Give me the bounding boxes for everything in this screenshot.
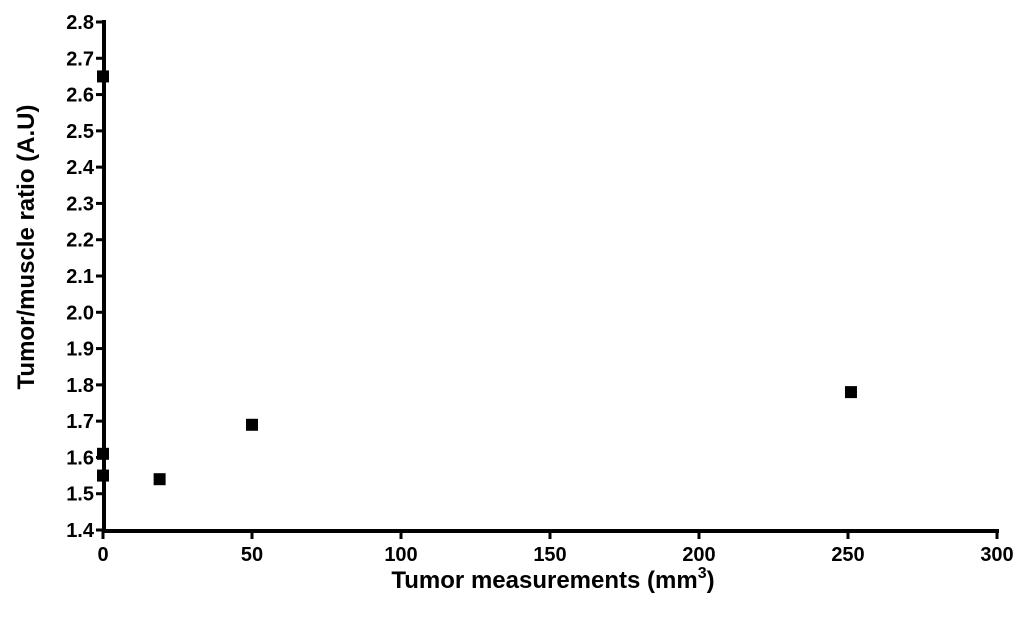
data-point	[246, 418, 258, 431]
data-points	[97, 70, 857, 486]
x-axis-title: Tumor measurements (mm3)	[391, 565, 714, 594]
y-tick-label: 1.8	[66, 375, 94, 397]
y-tick-label: 2.3	[66, 193, 94, 215]
x-axis-ticks: 0 50 100 150 200 250 300	[97, 531, 1014, 566]
y-axis-ticks: 1.4 1.5 1.6 1.7 1.8 1.9 2.0 2.1 2.2 2.3 2.4 2.5 2.6 2…	[66, 12, 104, 542]
y-tick-label: 2.1	[66, 266, 94, 288]
y-tick-label: 2.5	[66, 121, 94, 143]
x-axis-title-superscript: 3	[698, 565, 707, 582]
y-tick-label: 1.9	[66, 339, 94, 361]
y-tick-label: 2.4	[66, 157, 95, 179]
data-point	[153, 473, 166, 486]
y-tick-label: 2.0	[66, 302, 94, 324]
y-tick-label: 2.6	[66, 85, 94, 107]
y-tick-label: 2.7	[66, 48, 94, 70]
y-tick-label: 2.8	[66, 12, 94, 34]
x-tick-label: 150	[533, 544, 566, 566]
data-point	[844, 386, 857, 399]
x-tick-label: 300	[980, 544, 1013, 566]
x-axis-title-suffix: )	[707, 567, 715, 594]
x-tick-label: 100	[384, 544, 417, 566]
x-tick-label: 250	[831, 544, 864, 566]
y-tick-label: 1.5	[66, 484, 94, 506]
x-tick-label: 50	[241, 544, 263, 566]
x-tick-label: 0	[97, 544, 108, 566]
y-tick-label: 1.4	[66, 520, 95, 542]
y-tick-label: 1.7	[66, 411, 94, 433]
x-tick-label: 200	[682, 544, 715, 566]
x-axis-title-main: Tumor measurements (mm	[391, 567, 697, 594]
y-axis-title: Tumor/muscle ratio (A.U)	[13, 105, 40, 390]
y-tick-label: 2.2	[66, 230, 94, 252]
y-tick-label: 1.6	[66, 447, 94, 469]
